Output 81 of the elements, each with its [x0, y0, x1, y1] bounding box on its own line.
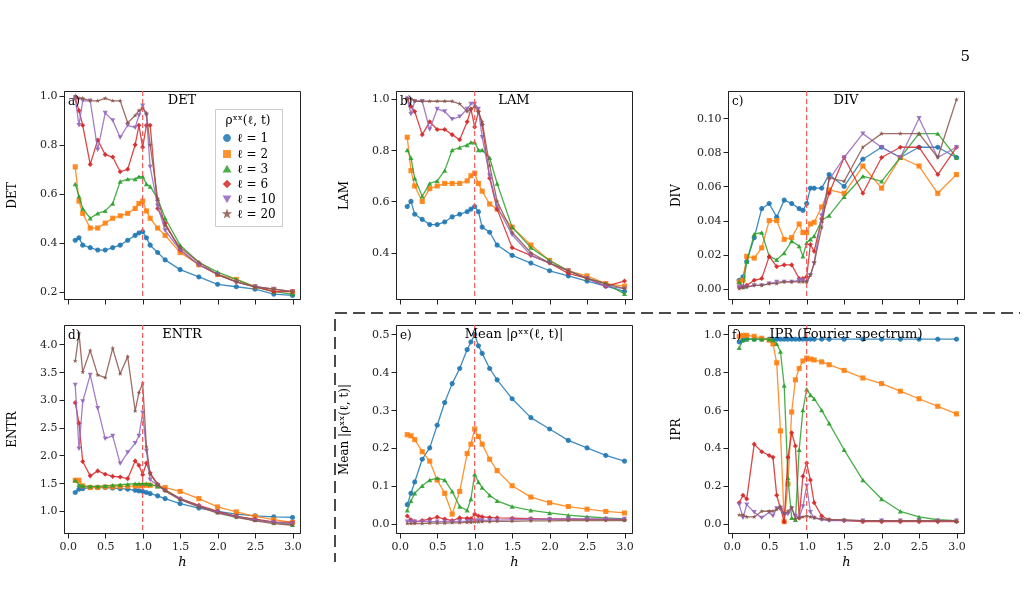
- y-axis-title: DIV: [668, 183, 683, 208]
- y-axis-title: LAM: [336, 181, 351, 210]
- x-tick-label: 3.0: [948, 539, 966, 553]
- legend-label: ℓ = 2: [237, 147, 269, 161]
- x-tick-label: 1.5: [171, 539, 190, 553]
- y-tick-label: 0.5: [372, 327, 390, 341]
- y-tick-label: 0.8: [704, 365, 722, 379]
- y-tick-label: 1.5: [40, 476, 58, 490]
- y-tick-label: 0.1: [372, 479, 390, 493]
- x-tick-label: 0.0: [59, 539, 77, 553]
- y-tick-label: 0.4: [704, 441, 722, 455]
- x-tick-label: 1.5: [835, 539, 854, 553]
- y-tick-label: 0.4: [372, 365, 390, 379]
- y-axis-title: Mean |ρˣˣ(ℓ, t)|: [336, 384, 351, 475]
- x-tick-label: 1.0: [466, 539, 484, 553]
- annotation: f): [732, 328, 742, 342]
- y-tick-label: 0.0: [372, 517, 390, 531]
- legend-label: ℓ = 1: [237, 131, 269, 145]
- chart-title: LAM: [498, 92, 530, 107]
- y-tick-label: 2.0: [40, 448, 58, 462]
- x-axis-title: h: [178, 553, 187, 569]
- y-axis-title: DET: [4, 182, 19, 209]
- y-tick-label: 0.04: [697, 214, 722, 228]
- chart-title: ENTR: [162, 326, 203, 341]
- y-tick-label: 0.02: [697, 248, 722, 262]
- x-tick-label: 0.0: [723, 539, 741, 553]
- y-tick-label: 1.0: [40, 504, 58, 518]
- annotation: d): [68, 328, 81, 342]
- y-tick-label: 0.10: [697, 111, 722, 125]
- x-axis-title: h: [510, 553, 519, 569]
- chart-title: Mean |ρˣˣ(ℓ, t)|: [464, 326, 564, 341]
- chart-title: DET: [167, 92, 197, 107]
- x-tick-label: 3.0: [616, 539, 634, 553]
- legend-label: ℓ = 10: [237, 192, 276, 206]
- y-tick-label: 0.2: [704, 479, 722, 493]
- y-tick-label: 0.08: [697, 145, 722, 159]
- x-tick-label: 1.5: [503, 539, 522, 553]
- x-tick-label: 1.0: [798, 539, 816, 553]
- legend-title: ρˣˣ(ℓ, t): [225, 113, 271, 127]
- y-tick-label: 1.0: [372, 92, 390, 106]
- annotation: c): [732, 94, 744, 108]
- x-tick-label: 2.5: [910, 539, 929, 553]
- y-tick-label: 0.0: [704, 517, 722, 531]
- x-tick-label: 2.5: [246, 539, 265, 553]
- text: 5: [960, 47, 970, 65]
- y-tick-label: 0.6: [40, 187, 58, 201]
- x-tick-label: 0.5: [96, 539, 115, 553]
- y-tick-label: 0.4: [372, 246, 390, 260]
- x-tick-label: 0.5: [428, 539, 447, 553]
- y-tick-label: 0.2: [40, 285, 58, 299]
- y-tick-label: 0.8: [40, 138, 58, 152]
- x-tick-label: 3.0: [284, 539, 302, 553]
- y-tick-label: 3.5: [40, 365, 58, 379]
- legend-label: ℓ = 6: [237, 177, 269, 191]
- y-tick-label: 1.0: [40, 89, 58, 103]
- y-tick-label: 0.6: [704, 403, 722, 417]
- y-tick-label: 0.6: [372, 194, 390, 208]
- y-tick-label: 0.8: [372, 143, 390, 157]
- y-tick-label: 0.3: [372, 403, 390, 417]
- x-tick-label: 1.0: [134, 539, 152, 553]
- x-tick-label: 2.0: [873, 539, 891, 553]
- y-tick-label: 3.0: [40, 393, 58, 407]
- y-tick-label: 1.0: [704, 327, 722, 341]
- chart-title: DIV: [833, 92, 860, 107]
- y-tick-label: 0.4: [40, 236, 58, 250]
- y-tick-label: 0.00: [697, 282, 722, 296]
- x-tick-label: 0.0: [391, 539, 409, 553]
- y-tick-label: 2.5: [40, 421, 58, 435]
- annotation: e): [400, 328, 412, 342]
- legend-label: ℓ = 3: [237, 162, 269, 176]
- y-tick-label: 4.0: [40, 337, 58, 351]
- x-tick-label: 0.5: [760, 539, 779, 553]
- x-tick-label: 2.0: [541, 539, 559, 553]
- y-tick-label: 0.06: [697, 179, 722, 193]
- y-tick-label: 0.2: [372, 441, 390, 455]
- y-axis-title: IPR: [668, 417, 683, 441]
- legend-label: ℓ = 20: [237, 207, 276, 221]
- x-tick-label: 2.0: [209, 539, 227, 553]
- x-axis-title: h: [842, 553, 851, 569]
- y-axis-title: ENTR: [4, 410, 19, 448]
- x-tick-label: 2.5: [578, 539, 597, 553]
